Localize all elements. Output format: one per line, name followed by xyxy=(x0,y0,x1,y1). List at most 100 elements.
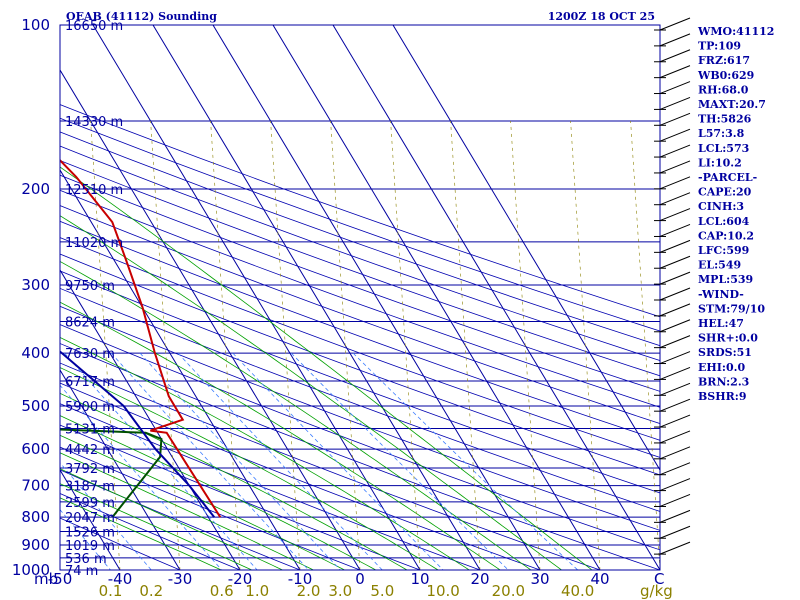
dry-adiabat-40 xyxy=(60,362,601,570)
pressure-tick-100: 100 xyxy=(21,16,50,34)
wind-barb-4 xyxy=(659,81,691,94)
dry-adiabat--30 xyxy=(60,517,181,570)
index-item-19: STM:79/10 xyxy=(698,302,765,315)
temperature-tick-6: 10 xyxy=(410,570,429,588)
mixing-ratio-tick-5: 3.0 xyxy=(328,582,352,600)
isotherm-0 xyxy=(60,69,361,570)
moist-adiabat-20 xyxy=(60,336,470,570)
wind-barb-6 xyxy=(659,112,691,126)
index-item-6: TH:5826 xyxy=(698,113,752,126)
height-label-3: 11020 m xyxy=(65,236,123,251)
dry-adiabat-30 xyxy=(60,382,541,570)
dashed-guide-0 xyxy=(330,120,361,570)
height-label-8: 5900 m xyxy=(65,400,115,415)
mixing-ratio-tick-6: 5.0 xyxy=(370,582,394,600)
chart-grid xyxy=(60,25,660,570)
moist-adiabat-40 xyxy=(60,166,593,570)
dry-adiabat-90 xyxy=(60,270,660,494)
height-label-9: 5131 m xyxy=(65,422,115,437)
dry-adiabat-190 xyxy=(60,117,660,332)
wind-barb-13 xyxy=(659,224,691,237)
dashed-guide--30 xyxy=(150,120,181,570)
index-item-3: WB0:629 xyxy=(697,69,754,82)
dry-adiabat--10 xyxy=(60,469,301,570)
dry-adiabat-20 xyxy=(60,403,481,570)
temperature-tick-1: -40 xyxy=(108,570,133,588)
moist-adiabat-25 xyxy=(60,301,501,570)
wind-barb-26 xyxy=(659,430,691,444)
pressure-tick-800: 800 xyxy=(21,508,50,526)
height-label-17: 536 m xyxy=(65,552,107,567)
dry-adiabat-110 xyxy=(60,237,660,458)
mixing-ratio-line-4 xyxy=(110,352,309,570)
mixing-ratio-unit-label: g/kg xyxy=(640,582,673,600)
wind-profile xyxy=(654,17,691,555)
pressure-tick-500: 500 xyxy=(21,397,50,415)
height-label-13: 2599 m xyxy=(65,496,115,511)
height-label-1: 14330 m xyxy=(65,115,123,130)
height-label-18: 74 m xyxy=(65,564,98,579)
index-item-22: SRDS:51 xyxy=(698,346,752,359)
wind-barb-5 xyxy=(659,96,691,110)
index-item-13: LCL:604 xyxy=(698,215,750,228)
dry-adiabat-140 xyxy=(60,189,660,408)
wind-barb-14 xyxy=(659,239,691,253)
index-item-24: BRN:2.3 xyxy=(698,375,749,388)
isotherm-20 xyxy=(152,25,481,570)
temperature-tick-0: -50 xyxy=(48,570,73,588)
moist-adiabat-35 xyxy=(60,215,563,570)
moist-adiabat-15 xyxy=(60,367,439,570)
wind-barb-31 xyxy=(659,509,691,523)
isotherm-40 xyxy=(272,25,601,570)
mixing-ratio-tick-4: 2.0 xyxy=(297,582,321,600)
wind-barb-21 xyxy=(659,351,691,364)
dry-adiabat-80 xyxy=(60,287,660,512)
wind-barb-16 xyxy=(659,271,691,285)
dry-adiabat-10 xyxy=(60,424,421,570)
station-title: OEAB (41112) Sounding xyxy=(66,10,217,23)
height-label-6: 7630 m xyxy=(65,347,115,362)
mixing-ratio-tick-0: 0.1 xyxy=(99,582,123,600)
temperature-tick-7: 20 xyxy=(470,570,489,588)
temperature-tick-2: -30 xyxy=(168,570,193,588)
pressure-tick-1000: 1000 xyxy=(12,561,50,579)
dry-adiabat-70 xyxy=(60,305,660,531)
index-item-10: -PARCEL- xyxy=(698,171,757,184)
dashed-guide--20 xyxy=(210,120,241,570)
mixing-ratio-tick-2: 0.6 xyxy=(210,582,234,600)
pressure-tick-400: 400 xyxy=(21,344,50,362)
index-item-0: WMO:41112 xyxy=(697,25,774,38)
dashed-guide-30 xyxy=(510,120,541,570)
wind-barb-20 xyxy=(659,335,691,349)
index-item-23: EHI:0.0 xyxy=(698,361,745,374)
index-item-8: LCL:573 xyxy=(698,142,749,155)
moist-adiabat--15 xyxy=(60,483,253,570)
height-label-11: 3792 m xyxy=(65,462,115,477)
mixing-ratio-tick-9: 40.0 xyxy=(561,582,594,600)
dry-adiabat-200 xyxy=(60,104,660,318)
index-item-21: SHR+:0.0 xyxy=(698,332,758,345)
moist-adiabat--20 xyxy=(60,497,223,570)
wind-barb-32 xyxy=(659,525,691,539)
plot-frame xyxy=(59,24,661,571)
index-item-11: CAPE:20 xyxy=(698,186,752,199)
index-item-5: MAXT:20.7 xyxy=(698,98,766,111)
wind-barb-29 xyxy=(659,478,691,492)
temperature-tick-8: 30 xyxy=(530,570,549,588)
height-label-16: 1019 m xyxy=(65,539,115,554)
dry-adiabat-0 xyxy=(60,446,361,570)
series-parcel xyxy=(60,350,216,518)
dry-adiabat-100 xyxy=(60,253,660,476)
wind-barb-0 xyxy=(659,17,691,31)
index-item-18: -WIND- xyxy=(698,288,744,301)
mixing-ratio-line-2 xyxy=(60,384,223,570)
index-item-2: FRZ:617 xyxy=(698,54,750,67)
index-item-1: TP:109 xyxy=(698,40,741,53)
height-label-10: 4442 m xyxy=(65,443,115,458)
dry-adiabat-60 xyxy=(60,324,660,551)
mixing-ratio-line-5 xyxy=(139,352,341,570)
dry-adiabat-50 xyxy=(60,343,660,570)
mixing-ratio-tick-7: 10.0 xyxy=(426,582,459,600)
height-label-7: 6717 m xyxy=(65,375,115,390)
